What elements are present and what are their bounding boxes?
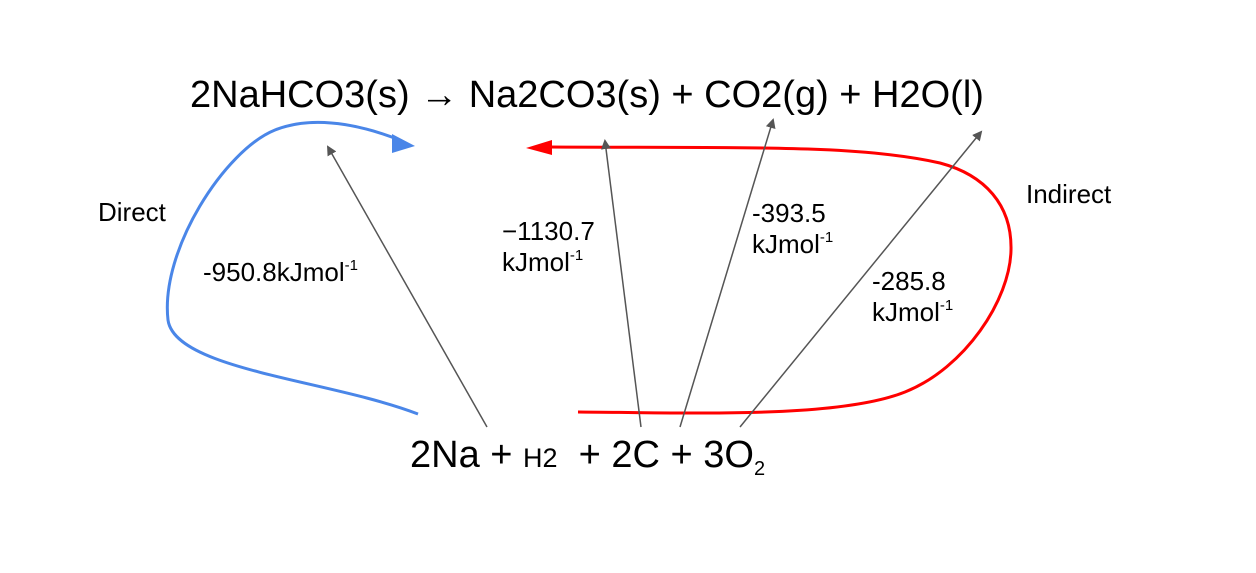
elements-h2: H2 (523, 443, 558, 473)
enthalpy-na2co3-value: −1130.7 (502, 216, 595, 246)
indirect-label: Indirect (1026, 179, 1112, 209)
enthalpy-h2o-unit: kJmol (872, 297, 940, 328)
enthalpy-h2o-exp: -1 (939, 297, 954, 315)
enthalpy-nahco3-exp: -1 (344, 257, 358, 274)
direct-route-arrowhead (392, 134, 415, 153)
elements-2c-3o: + 2C + 3O (557, 434, 754, 476)
enthalpy-co2-unit: kJmol (752, 229, 820, 260)
enthalpy-h2o: -285.8 kJmol-1 (872, 266, 953, 328)
arrow-co2-formation (679, 118, 776, 428)
indirect-route-arrowhead (526, 140, 552, 155)
enthalpy-co2-value: -393.5 (752, 198, 826, 228)
elements-2na: 2Na + (410, 434, 524, 476)
enthalpy-na2co3: −1130.7 kJmol-1 (502, 216, 595, 278)
indirect-route-curve (547, 145, 1013, 415)
arrow-na2co3-formation (601, 139, 642, 428)
enthalpy-nahco3-value: -950.8kJmol (203, 257, 345, 287)
enthalpy-na2co3-unit: kJmol (502, 247, 570, 278)
enthalpy-co2: -393.5 kJmol-1 (752, 198, 833, 260)
elements-equation: 2Na + H2 + 2C + 3O2 (410, 436, 765, 479)
enthalpy-nahco3: -950.8kJmol-1 (203, 257, 358, 287)
direct-route-curve (165, 120, 419, 416)
arrow-h2o-formation (739, 130, 983, 428)
elements-subscript: 2 (754, 458, 766, 480)
arrow-nahco3-formation (327, 145, 488, 428)
enthalpy-na2co3-exp: -1 (569, 247, 584, 265)
direct-label: Direct (98, 197, 166, 227)
enthalpy-h2o-value: -285.8 (872, 266, 946, 296)
enthalpy-co2-exp: -1 (819, 229, 834, 247)
decomposition-equation: 2NaHCO3(s) → Na2CO3(s) + CO2(g) + H2O(l) (190, 74, 984, 116)
